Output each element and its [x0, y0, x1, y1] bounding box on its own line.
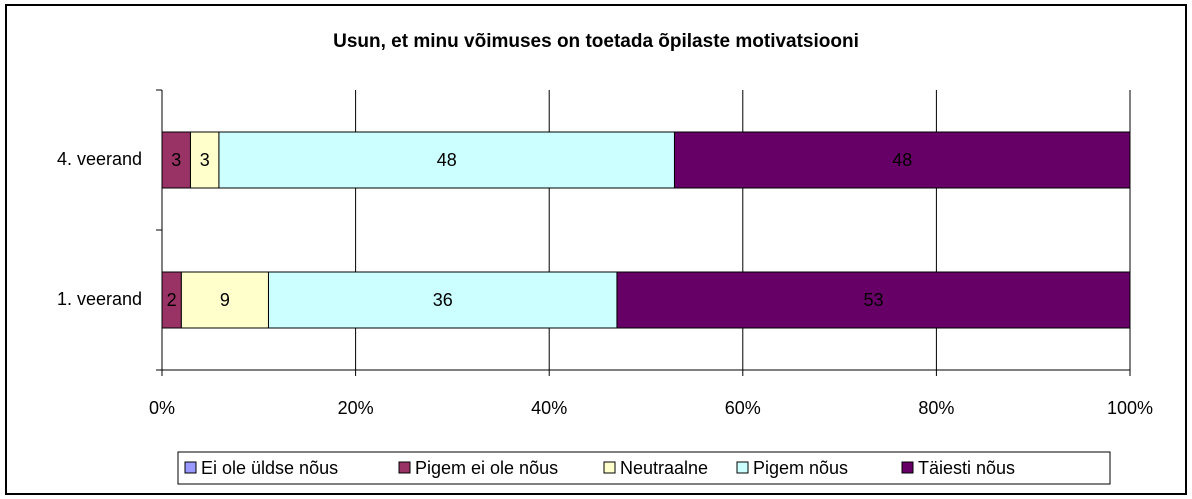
legend-swatch [736, 461, 749, 474]
legend-label: Pigem ei ole nõus [415, 458, 558, 478]
bar-segment [180, 271, 269, 329]
legend-swatch [398, 461, 411, 474]
legend-label: Pigem nõus [753, 458, 848, 478]
x-tick-label: 60% [725, 398, 761, 418]
bar-segment [616, 271, 1131, 329]
bar-segment [161, 131, 191, 189]
legend-swatch [603, 461, 616, 474]
x-tick-label: 80% [918, 398, 954, 418]
data-label: 2 [167, 290, 177, 310]
data-label: 48 [437, 150, 457, 170]
legend-swatch [901, 461, 914, 474]
data-label: 53 [863, 290, 883, 310]
x-tick-label: 20% [338, 398, 374, 418]
legend-label: Neutraalne [620, 458, 708, 478]
x-tick-label: 100% [1107, 398, 1153, 418]
data-label: 48 [892, 150, 912, 170]
chart-title: Usun, et minu võimuses on toetada õpilas… [333, 31, 859, 52]
y-tick-label: 4. veerand [57, 149, 142, 169]
data-label: 36 [433, 290, 453, 310]
data-label: 9 [220, 290, 230, 310]
data-label: 3 [171, 150, 181, 170]
legend-label: Täiesti nõus [918, 458, 1015, 478]
x-tick-label: 0% [149, 398, 175, 418]
legend-label: Ei ole üldse nõus [201, 458, 338, 478]
x-tick-label: 40% [531, 398, 567, 418]
bar-segment [189, 131, 220, 189]
data-label: 3 [200, 150, 210, 170]
legend-box [177, 451, 1111, 485]
legend-swatch [184, 461, 197, 474]
bar-segment [673, 131, 1131, 189]
y-tick-label: 1. veerand [57, 289, 142, 309]
bar-segment [218, 131, 675, 189]
bar-segment [267, 271, 618, 329]
